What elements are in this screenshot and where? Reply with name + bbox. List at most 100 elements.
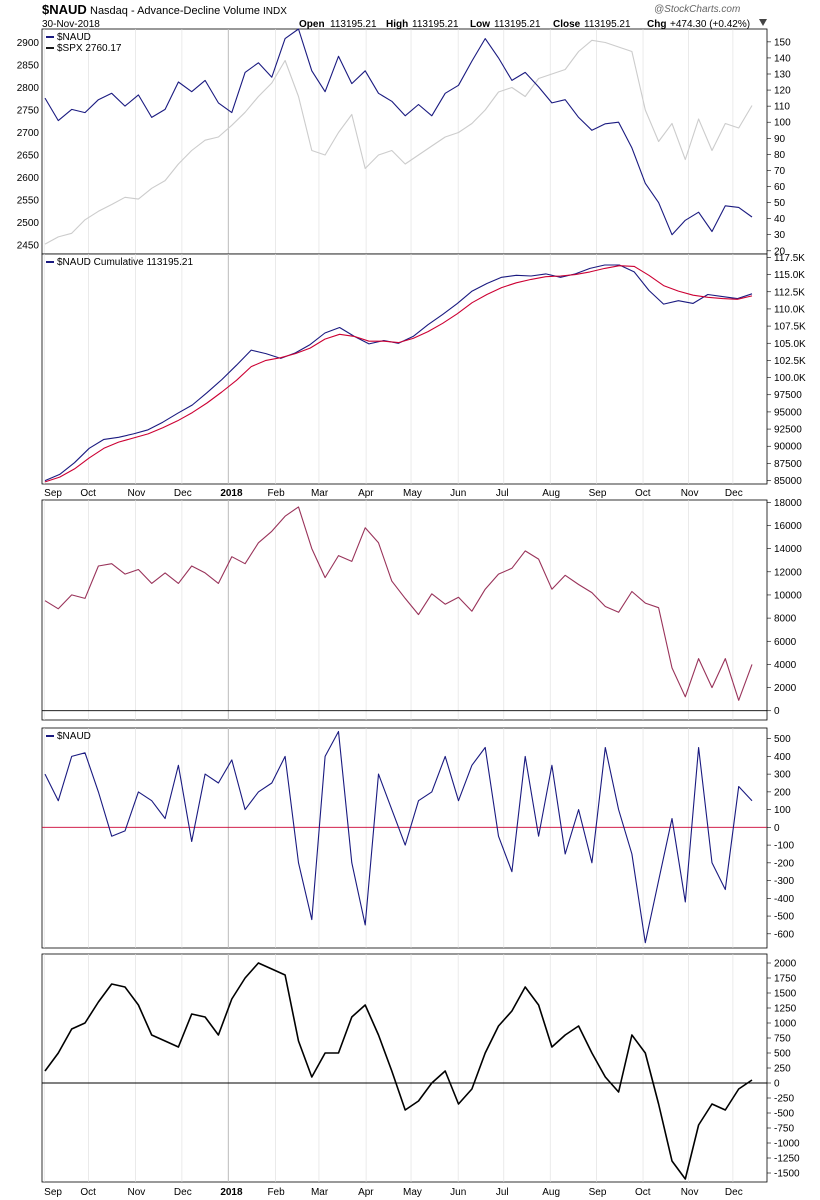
series-line-1	[44, 506, 753, 701]
panel-frame	[41, 253, 768, 485]
right-axis-tick-label: 107.5K	[774, 322, 806, 333]
x-tick-label: Feb	[267, 488, 285, 499]
right-axis-tick-label: 500	[774, 734, 791, 745]
x-tick-label: Oct	[80, 488, 96, 499]
x-tick-label: Nov	[128, 1187, 146, 1198]
right-axis-tick-label: 750	[774, 1034, 791, 1045]
right-axis-tick-label: -400	[774, 894, 794, 905]
high-label: High	[386, 19, 408, 30]
right-axis-tick-label: 0	[774, 706, 780, 717]
right-axis-tick-label: 250	[774, 1064, 791, 1075]
x-tick-label: May	[403, 488, 422, 499]
right-axis-tick-label: 90000	[774, 442, 802, 453]
x-tick-label: Oct	[80, 1187, 96, 1198]
right-axis-tick-label: 100	[774, 118, 791, 129]
right-axis-tick-label: -1500	[774, 1169, 800, 1180]
series-line-1	[44, 730, 753, 944]
series-line-2	[44, 265, 753, 483]
chart-header: $NAUD Nasdaq - Advance-Decline Volume IN…	[42, 2, 767, 30]
right-axis-tick-label: 20	[774, 246, 786, 257]
exchange: INDX	[263, 6, 287, 17]
right-axis-tick-label: 80	[774, 150, 786, 161]
chg-value: +474.30 (+0.42%)	[670, 19, 750, 30]
left-axis-tick-label: 2650	[17, 151, 40, 162]
right-axis-tick-label: 60	[774, 182, 786, 193]
watermark: @StockCharts.com	[654, 4, 740, 15]
right-axis-tick-label: -750	[774, 1124, 794, 1135]
right-axis-tick-label: 1500	[774, 989, 797, 1000]
legend-label: $NAUD	[57, 731, 91, 742]
chart-date: 30-Nov-2018	[42, 19, 100, 30]
x-tick-label: Apr	[358, 488, 374, 499]
right-axis-tick-label: -600	[774, 929, 794, 940]
chart-panel-4: 500 400 300 200 100 0 -100 -200 -300 -400 -500 -600…	[41, 727, 794, 949]
right-axis-tick-label: 6000	[774, 637, 797, 648]
right-axis-tick-label: 105.0K	[774, 339, 806, 350]
x-tick-label: Sep	[44, 488, 62, 499]
x-tick-label: Jul	[496, 488, 509, 499]
right-axis-tick-label: -250	[774, 1094, 794, 1105]
right-axis-tick-label: 0	[774, 823, 780, 834]
x-tick-label: Aug	[542, 1187, 560, 1198]
x-tick-label: 2018	[220, 488, 243, 499]
panel-frame	[41, 28, 768, 255]
right-axis-tick-label: 150	[774, 37, 791, 48]
left-axis-tick-label: 2700	[17, 128, 40, 139]
symbol: $NAUD	[42, 2, 87, 17]
chart-panel-3: 18000 16000 14000 12000 10000 8000 6000 4000 200…	[41, 498, 802, 721]
left-axis-tick-label: 2850	[17, 61, 40, 72]
right-axis-tick-label: 2000	[774, 959, 797, 970]
panel-frame	[41, 953, 768, 1183]
x-tick-label: Jun	[450, 1187, 466, 1198]
x-tick-label: Dec	[725, 1187, 743, 1198]
series-line-1	[44, 962, 753, 1180]
right-axis-tick-label: 95000	[774, 407, 802, 418]
right-axis-tick-label: -100	[774, 841, 794, 852]
right-axis-tick-label: 97500	[774, 390, 802, 401]
right-axis-tick-label: 12000	[774, 567, 802, 578]
right-axis-tick-label: 10000	[774, 590, 802, 601]
right-axis-tick-label: 1250	[774, 1004, 797, 1015]
left-axis-tick-label: 2900	[17, 38, 40, 49]
right-axis-tick-label: 120	[774, 86, 791, 97]
chart-panel-5: 2000 1750 1500 1250 1000 750 500 250 0 -250 -500 -7…	[41, 953, 800, 1183]
down-triangle-icon[interactable]	[759, 19, 767, 26]
series-line-1	[44, 264, 753, 482]
right-axis-tick-label: 100	[774, 805, 791, 816]
x-tick-label: Sep	[589, 1187, 607, 1198]
x-tick-label: Dec	[174, 488, 192, 499]
panel-frame	[41, 499, 768, 721]
x-tick-label: Jul	[496, 1187, 509, 1198]
x-tick-label: Nov	[128, 488, 146, 499]
right-axis-tick-label: 0	[774, 1079, 780, 1090]
right-axis-tick-label: -1000	[774, 1139, 800, 1150]
right-axis-tick-label: 4000	[774, 660, 797, 671]
right-axis-tick-label: 115.0K	[774, 270, 805, 281]
x-tick-label: Nov	[681, 1187, 699, 1198]
right-axis-tick-label: 16000	[774, 521, 802, 532]
series-line-2	[44, 39, 753, 245]
left-axis-tick-label: 2750	[17, 106, 40, 117]
right-axis-tick-label: 92500	[774, 425, 802, 436]
high-value: 113195.21	[412, 19, 459, 30]
right-axis-tick-label: 300	[774, 770, 791, 781]
right-axis-tick-label: 18000	[774, 498, 802, 509]
right-axis-tick-label: 130	[774, 70, 791, 81]
right-axis-tick-label: 110	[774, 102, 790, 113]
x-tick-label: Sep	[589, 488, 607, 499]
right-axis-tick-label: 110.0K	[774, 304, 805, 315]
right-axis-tick-label: 85000	[774, 476, 802, 487]
right-axis-tick-label: 30	[774, 230, 786, 241]
series-line-1	[44, 28, 753, 236]
right-axis-tick-label: 100.0K	[774, 373, 806, 384]
right-axis-tick-label: 14000	[774, 544, 802, 555]
right-axis-tick-label: 400	[774, 752, 791, 763]
x-tick-label: Apr	[358, 1187, 374, 1198]
chart-panel-1: 150 140 130 120 110 100 90 80 70 60 50 40 30 20 2900 28…	[17, 28, 791, 257]
right-axis-tick-label: 70	[774, 166, 786, 177]
x-tick-label: Mar	[311, 488, 329, 499]
x-tick-label: Oct	[635, 1187, 651, 1198]
chart-panel-2: 117.5K 115.0K 112.5K 110.0K 107.5K 105.0K 102.…	[41, 253, 806, 487]
open-value: 113195.21	[330, 19, 377, 30]
